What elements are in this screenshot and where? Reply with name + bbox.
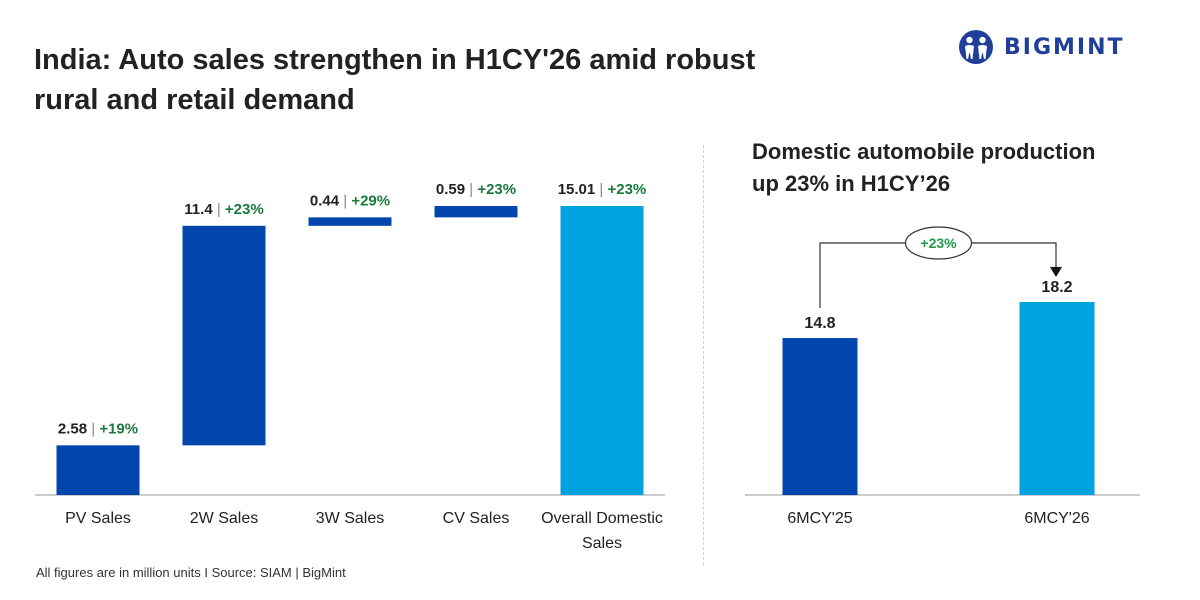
data-label: 11.4 | +23%: [184, 201, 263, 218]
brand-logo: BIGMINT: [958, 28, 1125, 66]
title-line-1: India: Auto sales strengthen in H1CY'26 …: [34, 44, 756, 76]
data-label: 0.59 | +23%: [436, 181, 516, 198]
value-label: 0.44: [310, 192, 340, 209]
production-title-line-2: up 23% in H1CY’26: [752, 171, 951, 196]
growth-badge: [904, 226, 973, 260]
x-tick-label: 3W Sales: [316, 510, 384, 527]
title-line-2: rural and retail demand: [34, 84, 355, 116]
x-tick-label: 6MCY'25: [787, 510, 852, 527]
x-tick-label: Overall Domestic: [541, 510, 663, 527]
label-separator: |: [213, 201, 225, 218]
bar-3w-sales: [308, 217, 392, 226]
page-title: India: Auto sales strengthen in H1CY'26 …: [34, 40, 854, 120]
arrow-head-icon: [1050, 267, 1062, 277]
x-tick-label: 2W Sales: [190, 510, 258, 527]
bar-6mcy26: [1019, 302, 1095, 495]
data-label: 0.44 | +29%: [310, 192, 390, 209]
value-label: 18.2: [1041, 279, 1072, 296]
value-label: 11.4: [184, 201, 213, 218]
value-label: 15.01: [558, 181, 596, 198]
x-tick-label: CV Sales: [443, 510, 510, 527]
bar-6mcy25: [782, 338, 858, 495]
x-tick-label: PV Sales: [65, 510, 131, 527]
growth-label: +23%: [607, 181, 646, 198]
label-separator: |: [595, 181, 607, 198]
label-separator: |: [339, 192, 351, 209]
production-chart-title: Domestic automobile production up 23% in…: [752, 136, 1172, 200]
logo-text: BIGMINT: [1004, 34, 1125, 60]
bar-cv-sales: [434, 206, 518, 218]
bar-2w-sales: [182, 225, 266, 446]
source-footnote: All figures are in million units I Sourc…: [36, 565, 346, 580]
people-icon: [959, 30, 993, 64]
data-label: 15.01 | +23%: [558, 181, 647, 198]
growth-annotation: +23%: [920, 235, 957, 251]
x-tick-label: 6MCY'26: [1024, 510, 1089, 527]
value-label: 14.8: [804, 315, 835, 332]
growth-label: +23%: [477, 181, 516, 198]
value-label: 2.58: [58, 420, 87, 437]
growth-label: +19%: [99, 420, 138, 437]
value-label: 0.59: [436, 181, 465, 198]
bar-pv-sales: [56, 445, 140, 495]
growth-label: +29%: [351, 192, 390, 209]
panel-divider: [703, 145, 704, 565]
growth-label: +23%: [225, 201, 264, 218]
label-separator: |: [465, 181, 477, 198]
production-title-line-1: Domestic automobile production: [752, 139, 1096, 164]
bar-overall-domestic-sales: [560, 206, 644, 495]
waterfall-chart: 2.58 | +19% PV Sales 11.4 | +23% 2W Sales 0.…: [35, 181, 665, 552]
label-separator: |: [87, 420, 99, 437]
x-tick-label: Sales: [582, 535, 622, 552]
data-label: 2.58 | +19%: [58, 420, 138, 437]
